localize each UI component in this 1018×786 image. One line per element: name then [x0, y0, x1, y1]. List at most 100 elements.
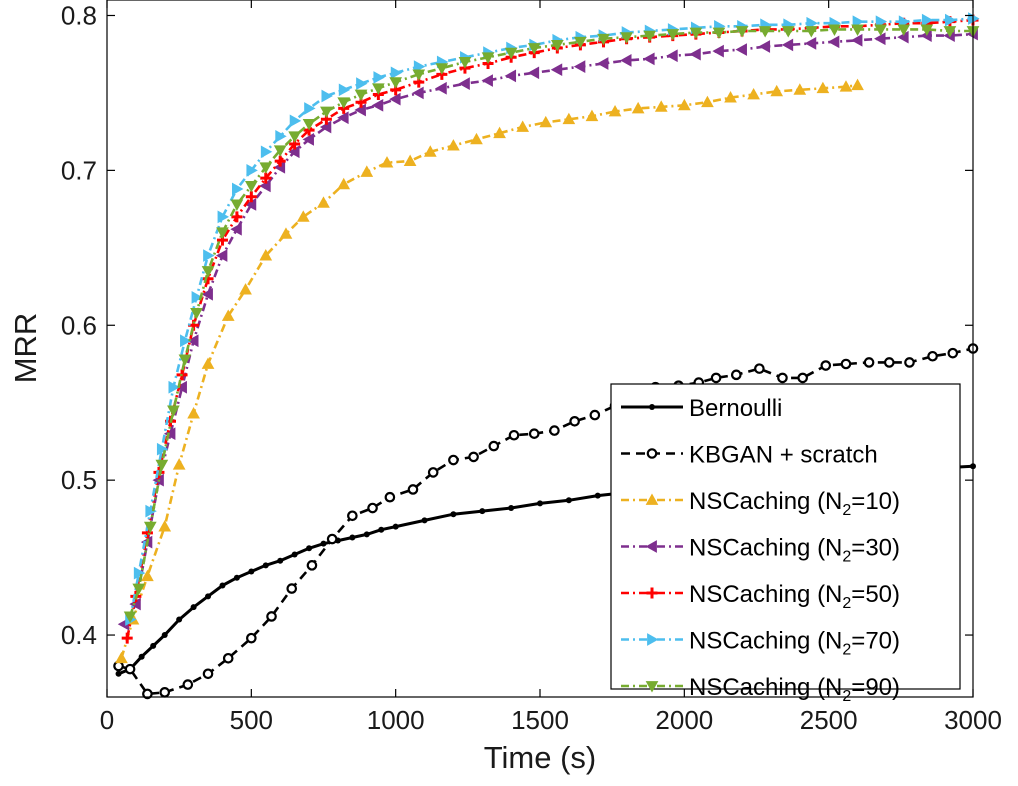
series-1-point — [904, 357, 915, 368]
series-1-point — [367, 502, 378, 514]
legend-label-subscript: 2 — [842, 549, 851, 566]
series-1-point — [549, 425, 560, 436]
series-0-point — [115, 670, 122, 677]
series-4-line — [125, 18, 974, 639]
series-6-point — [190, 307, 203, 320]
series-3-point — [874, 32, 886, 46]
series-2-point — [654, 100, 668, 112]
legend-entry: NSCaching (N2=70) — [621, 628, 900, 659]
series-6-point — [689, 27, 703, 40]
series-1-point — [427, 467, 439, 478]
series-6-point — [412, 69, 426, 81]
series-1-point — [182, 679, 194, 690]
series-1-point — [840, 358, 852, 370]
legend-label: NSCaching (N2=10) — [689, 488, 900, 519]
series-4-point — [231, 211, 243, 223]
series-0-point — [479, 508, 486, 515]
legend-label-main: Bernoulli — [689, 395, 782, 422]
ticks-layer: 0 500 1000 1500 2000 2500 3000 0.4 0.5 0.6 0.7 0.8 — [61, 0, 1002, 735]
series-2-point — [423, 145, 437, 157]
legend-label-tail: =90) — [851, 674, 900, 701]
series-5-point — [852, 15, 865, 29]
legend-entry: NSCaching (N2=10) — [621, 488, 900, 519]
series-0-point — [421, 517, 428, 524]
series-3-point — [371, 98, 384, 112]
series-1-point — [797, 372, 808, 384]
series-3-point — [527, 66, 540, 80]
series-2-point — [816, 81, 830, 94]
series-3-point — [781, 38, 794, 52]
series-4-point — [121, 632, 133, 644]
series-2-point — [279, 227, 293, 239]
series-2-point — [296, 210, 310, 222]
series-0-point — [150, 642, 157, 649]
legend-label: KBGAN + scratch — [689, 442, 878, 469]
x-tick-label: 2500 — [800, 705, 858, 735]
y-tick-label: 0.7 — [61, 155, 97, 185]
series-3-point — [187, 334, 199, 348]
legend-swatch-marker — [647, 633, 659, 646]
legend-label-main: NSCaching (N — [689, 488, 842, 515]
legend-label-tail: =50) — [851, 581, 900, 608]
x-tick-label: 2000 — [655, 705, 713, 735]
legend-label-tail: =70) — [851, 628, 900, 655]
series-5-point — [260, 145, 273, 159]
series-3-point — [504, 69, 517, 83]
series-3-point — [337, 111, 349, 125]
legend-label: Bernoulli — [689, 395, 782, 422]
series-5-point — [168, 380, 180, 394]
legend-label-main: NSCaching (N — [689, 581, 842, 608]
y-tick-label: 0.5 — [61, 465, 97, 495]
series-1-point — [528, 428, 540, 439]
series-5-point — [145, 504, 157, 518]
series-2-point — [141, 569, 154, 582]
series-1-point — [508, 429, 520, 441]
legend-label-tail: =10) — [851, 488, 900, 515]
y-axis-label: MRR — [8, 313, 43, 384]
series-0-point — [219, 582, 226, 589]
legend-label-main: NSCaching (N — [689, 628, 842, 655]
series-1-point — [202, 668, 214, 680]
series-3-point — [689, 47, 701, 61]
series-3-point — [643, 52, 655, 66]
series-2-point — [493, 126, 506, 139]
series-5-point — [321, 89, 333, 103]
series-6-point — [828, 24, 841, 36]
series-6-point — [804, 26, 818, 38]
series-6-point — [620, 32, 633, 44]
legend-swatch-marker — [645, 493, 659, 505]
series-2-group — [115, 78, 864, 664]
series-6-point — [458, 57, 472, 69]
series-6-point — [897, 24, 911, 36]
series-3-point — [712, 44, 724, 58]
series-5-point — [304, 102, 316, 115]
series-6-point — [371, 83, 385, 95]
series-0-point — [277, 557, 284, 564]
series-3-point — [666, 49, 678, 63]
series-6-point — [216, 227, 229, 239]
legend-swatch-marker — [646, 587, 658, 599]
legend-entry: KBGAN + scratch — [621, 442, 878, 469]
series-6-point — [123, 611, 137, 623]
series-2-point — [221, 309, 235, 321]
series-0-point — [205, 593, 212, 600]
series-5-point — [156, 442, 169, 456]
series-3-point — [175, 380, 187, 394]
series-4-point — [260, 172, 272, 184]
series-0-point — [349, 534, 356, 541]
legend-entry: Bernoulli — [621, 395, 782, 422]
series-1-point — [863, 357, 875, 368]
series-1-point — [710, 372, 722, 384]
x-tick-label: 500 — [230, 705, 273, 735]
legend-label-main: NSCaching (N — [689, 535, 842, 562]
series-3-point — [573, 60, 586, 73]
series-0-point — [262, 562, 269, 569]
series-0-point — [291, 551, 298, 558]
series-2-point — [516, 120, 530, 132]
series-6-point — [288, 131, 301, 143]
legend-label-main: NSCaching (N — [689, 674, 842, 701]
series-3-point — [435, 81, 447, 95]
series-1-point — [222, 652, 234, 664]
series-1-point — [777, 372, 788, 384]
